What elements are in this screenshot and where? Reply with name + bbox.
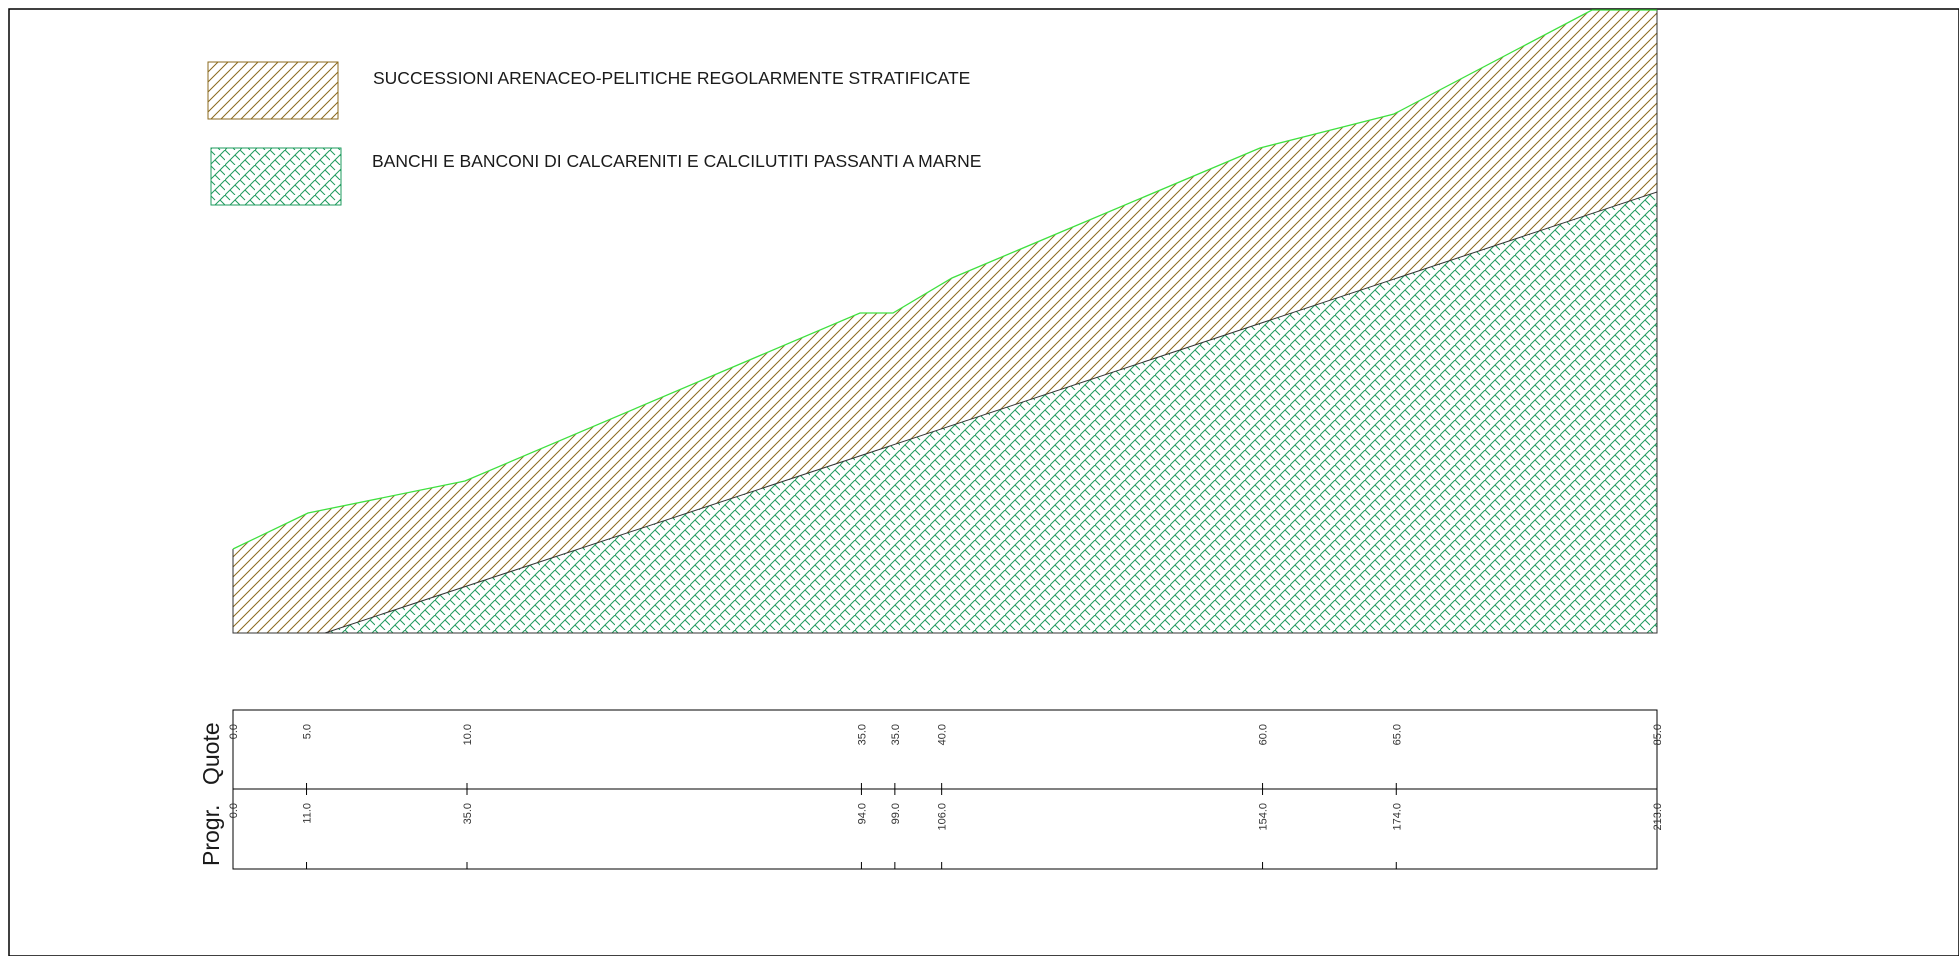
profile-table-ticks: 0.0 0.0 5.0 11.0 10.0 35.0 35.0 94.0 35.0 99.0 40.… (228, 724, 1664, 869)
tick-label-quote: 10.0 (462, 724, 474, 745)
legend: SUCCESSIONI ARENACEO-PELITICHE REGOLARME… (207, 61, 981, 206)
tick-label-quote: 65.0 (1391, 724, 1403, 745)
tick-label-quote: 40.0 (937, 724, 949, 745)
cross-section (232, 9, 1658, 634)
tick-label-progr: 35.0 (462, 803, 474, 824)
tick-label-progr: 174.0 (1391, 803, 1403, 831)
tick-label-progr: 94.0 (856, 803, 868, 824)
tick-label-quote: 35.0 (856, 724, 868, 745)
tick-label-progr: 11.0 (302, 803, 314, 824)
ground-profile-line (232, 9, 1657, 550)
tick-label-quote: 5.0 (302, 724, 314, 739)
tick-label-progr: 99.0 (890, 803, 902, 824)
legend-label-calcareniti: BANCHI E BANCONI DI CALCARENITI E CALCIL… (372, 151, 981, 171)
tick-label-progr: 106.0 (937, 803, 949, 831)
legend-swatch-brown-hatch (207, 61, 339, 120)
tick-label-progr: 154.0 (1258, 803, 1270, 831)
layer-contact-line (324, 191, 1658, 634)
row-label-quote: Quote (198, 722, 224, 785)
section-outline (232, 10, 1658, 634)
tick-label-progr: 213.0 (1652, 803, 1664, 831)
legend-label-arenaceo-pelitiche: SUCCESSIONI ARENACEO-PELITICHE REGOLARME… (373, 68, 970, 88)
tick-label-quote: 35.0 (890, 724, 902, 745)
row-label-progr: Progr. (198, 805, 224, 866)
layer-arenaceo-pelitiche (233, 10, 1657, 633)
legend-swatch-green-crosshatch (210, 147, 342, 206)
tick-label-progr: 0.0 (228, 803, 240, 818)
drawing-frame (8, 8, 1959, 956)
profile-table: Quote Progr. 0.0 0.0 5.0 11.0 10.0 35.0 35.0 94… (198, 709, 1664, 870)
tick-label-quote: 85.0 (1652, 724, 1664, 745)
tick-label-quote: 0.0 (228, 724, 240, 739)
tick-label-quote: 60.0 (1258, 724, 1270, 745)
